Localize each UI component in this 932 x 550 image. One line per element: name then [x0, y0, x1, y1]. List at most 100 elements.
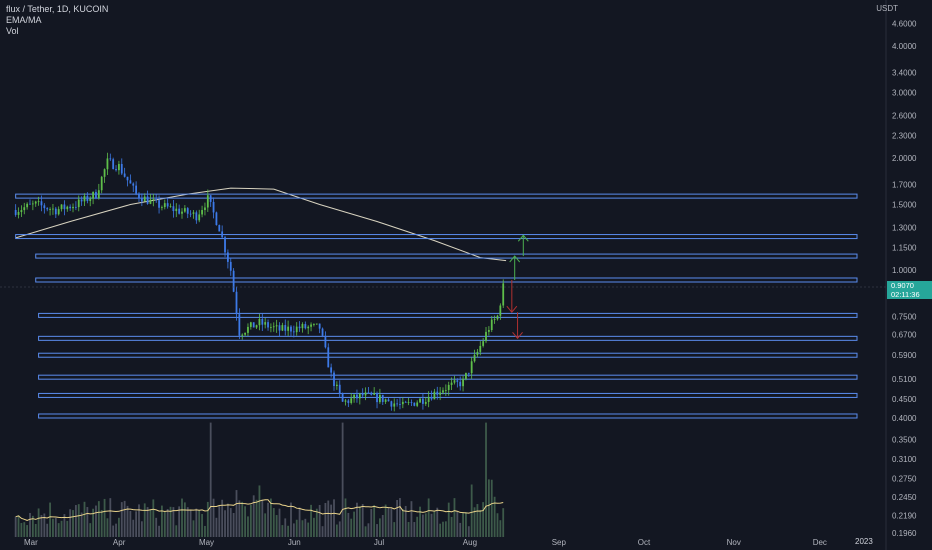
volume-bar: [384, 504, 387, 537]
candle-body: [255, 325, 258, 328]
x-tick-label: Nov: [727, 538, 741, 547]
price-axis: 4.6000 4.0000 3.4000 3.0000 2.6000 2.3000 2.00…: [892, 20, 917, 539]
candle-body: [479, 345, 482, 352]
candle-body: [487, 330, 490, 332]
level-box: [15, 193, 858, 199]
candle-body: [232, 270, 235, 292]
volume-bar: [224, 510, 226, 537]
ma-line: [15, 187, 507, 262]
x-tick-label: May: [199, 538, 214, 547]
volume-bar: [433, 510, 436, 537]
candle-body: [470, 361, 473, 374]
volume-bar: [178, 506, 181, 537]
candle-body: [123, 173, 126, 177]
candle-body: [335, 384, 338, 387]
volume-bar: [238, 500, 241, 537]
candle-body: [261, 319, 264, 325]
volume-bar: [198, 510, 201, 537]
candle-body: [378, 394, 381, 403]
volume-bar: [422, 514, 424, 537]
volume-bar: [304, 518, 307, 537]
volume-bar: [49, 502, 51, 537]
volume-bar: [278, 508, 281, 537]
arrow-head: [509, 255, 521, 263]
volume-bar: [97, 501, 100, 537]
volume-bar: [209, 422, 212, 537]
volume-bar: [272, 508, 275, 537]
volume-bar: [204, 525, 206, 537]
candle-body: [298, 326, 301, 329]
candle-body: [287, 326, 290, 331]
volume-bar: [221, 499, 224, 537]
volume-bar: [330, 504, 333, 537]
volume-bar: [186, 507, 189, 537]
candle-body: [304, 324, 307, 329]
candle-body: [301, 324, 304, 329]
candle-body: [462, 378, 464, 387]
candle-body: [169, 206, 172, 208]
candle-body: [313, 323, 315, 325]
volume-bar: [416, 516, 419, 537]
candle-body: [206, 195, 209, 208]
volume-bar: [143, 503, 146, 537]
candle-body: [307, 326, 310, 329]
volume-bar: [181, 498, 183, 537]
candle-body: [135, 185, 138, 194]
volume-bar: [487, 479, 490, 537]
candles: [14, 152, 505, 412]
volume-bar: [201, 514, 203, 537]
indicator-ema-ma[interactable]: EMA/MA: [6, 15, 42, 25]
volume-bar: [29, 512, 31, 537]
candle-body: [430, 396, 433, 400]
candle-body: [235, 291, 238, 315]
candle-body: [140, 198, 143, 202]
candle-body: [467, 372, 470, 374]
candle-body: [502, 283, 505, 306]
candle-body: [112, 159, 115, 170]
volume-bar: [241, 501, 244, 537]
candle-body: [333, 372, 335, 387]
candle-body: [272, 326, 275, 328]
volume-bar: [103, 498, 106, 537]
volume-bar: [287, 525, 290, 537]
candle-body: [183, 208, 186, 212]
candle-body: [396, 403, 399, 405]
candle-body: [161, 207, 163, 208]
volume-pane: [14, 422, 505, 537]
level-box: [35, 277, 858, 283]
candle-body: [149, 199, 152, 204]
year-label: 2023: [855, 537, 873, 546]
y-tick-label: 0.3100: [892, 455, 917, 464]
candle-body: [450, 382, 453, 385]
arrow-head: [506, 305, 518, 313]
y-tick-label: 0.4500: [892, 395, 917, 404]
x-tick-label: Jun: [288, 538, 301, 547]
candle-body: [31, 203, 34, 205]
candle-body: [459, 381, 462, 387]
y-tick-label: 0.2750: [892, 475, 917, 484]
indicator-vol[interactable]: Vol: [6, 26, 19, 36]
candle-body: [17, 212, 20, 215]
candle-body: [238, 314, 241, 336]
volume-bar: [57, 523, 60, 537]
candle-body: [465, 372, 467, 379]
candle-body: [77, 199, 80, 208]
candle-body: [126, 176, 129, 181]
volume-bar: [404, 505, 407, 537]
candle-body: [476, 351, 479, 355]
volume-bar: [46, 523, 49, 537]
candle-body: [390, 401, 393, 407]
volume-bar: [499, 520, 502, 537]
candle-body: [97, 190, 100, 199]
volume-bar: [135, 511, 138, 537]
symbol-title[interactable]: flux / Tether, 1D, KUCOIN: [6, 4, 109, 14]
volume-bar: [350, 518, 353, 537]
candle-body: [158, 200, 160, 208]
y-tick-label: 0.1960: [892, 529, 917, 538]
volume-bar: [427, 498, 430, 537]
candle-body: [436, 391, 439, 395]
candle-body: [404, 401, 407, 403]
volume-bar: [206, 501, 209, 537]
volume-bar: [129, 510, 132, 537]
